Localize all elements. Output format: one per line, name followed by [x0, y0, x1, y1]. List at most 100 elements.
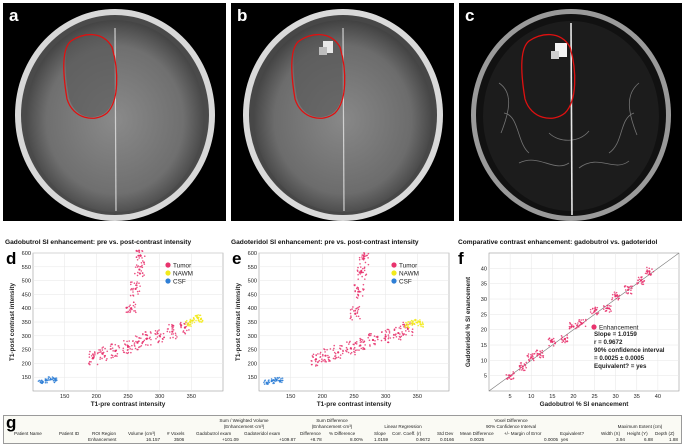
- point-enhancement-5-16: [561, 341, 563, 344]
- point-tumor-12-14: [367, 257, 369, 259]
- point-tumor-6-2: [387, 337, 390, 340]
- data-point-enhancement-2: [530, 356, 533, 359]
- point-tumor-5-18: [374, 342, 376, 345]
- point-tumor-12-20: [363, 251, 365, 254]
- point-enhancement-5-3: [561, 336, 564, 339]
- data-point-tumor-12: [139, 254, 142, 257]
- data-point-csf-3: [54, 378, 57, 382]
- point-tumor-3-13: [346, 341, 348, 343]
- th-voxel-diff-2: 90% Confidence Interval: [485, 424, 537, 429]
- panel-letter-c: c: [465, 6, 475, 25]
- point-tumor-12-8: [358, 256, 361, 259]
- point-nawm-1-1: [193, 321, 196, 324]
- point-tumor-10-0: [133, 282, 136, 284]
- mri-panel-a: a: [3, 3, 226, 221]
- point-tumor-11-12: [141, 275, 144, 278]
- point-tumor-1-4: [98, 349, 100, 351]
- point-tumor-2-12: [342, 350, 344, 353]
- annotation-1: r = 0.9672: [594, 339, 623, 346]
- point-tumor-0-16: [316, 364, 319, 367]
- point-nawm-3-8: [421, 322, 424, 325]
- point-tumor-4-15: [358, 349, 360, 351]
- point-tumor-7-18: [392, 336, 395, 339]
- point-tumor-9-12: [351, 318, 353, 321]
- point-tumor-10-13: [362, 288, 364, 290]
- y-tick-label-0: 5: [484, 374, 487, 380]
- series-enhancement: [505, 266, 655, 381]
- point-tumor-10-19: [136, 290, 139, 293]
- y-tick-label-8: 550: [22, 265, 31, 271]
- data-point-nawm-3: [419, 323, 422, 326]
- point-tumor-0-1: [319, 353, 321, 355]
- point-csf-0-8: [40, 379, 42, 382]
- point-enhancement-4-4: [549, 341, 552, 343]
- point-enhancement-2-5: [527, 353, 530, 355]
- point-enhancement-9-17: [610, 305, 612, 307]
- point-tumor-3-3: [122, 349, 124, 352]
- point-tumor-7-14: [399, 336, 402, 339]
- point-tumor-3-21: [349, 352, 352, 355]
- point-tumor-11-21: [143, 263, 146, 265]
- data-point-csf-1: [270, 379, 273, 383]
- point-tumor-1-21: [103, 356, 106, 358]
- point-csf-0-4: [263, 380, 266, 382]
- annotation-4: Equivalent? = yes: [594, 363, 647, 370]
- point-tumor-3-17: [131, 348, 133, 351]
- point-enhancement-7-11: [578, 320, 580, 322]
- point-enhancement-7-7: [582, 321, 585, 324]
- th-depth: Depth (Z): [655, 431, 675, 436]
- point-nawm-3-4: [201, 319, 204, 322]
- point-enhancement-8-2: [589, 311, 592, 313]
- point-tumor-11-17: [363, 267, 366, 269]
- point-nawm-0-10: [407, 326, 410, 329]
- data-point-enhancement-8: [593, 310, 596, 313]
- point-tumor-2-20: [335, 356, 338, 359]
- point-tumor-11-19: [360, 269, 363, 272]
- td-equivalent: yes: [561, 437, 569, 442]
- point-tumor-7-4: [168, 331, 171, 333]
- point-tumor-8-10: [408, 330, 410, 332]
- point-tumor-5-12: [146, 334, 149, 337]
- point-enhancement-13-13: [648, 272, 651, 275]
- mri-image-c: [471, 9, 671, 221]
- point-nawm-2-6: [415, 319, 417, 321]
- point-tumor-4-9: [362, 348, 364, 351]
- chart-d: 150 200 250 300 350 150 200 250 300 350 400 450 500 5…: [3, 249, 226, 412]
- data-point-enhancement-9: [606, 307, 609, 310]
- point-tumor-2-18: [110, 348, 112, 350]
- point-enhancement-11-17: [626, 285, 629, 288]
- point-tumor-11-18: [141, 272, 144, 274]
- point-enhancement-6-11: [569, 323, 572, 325]
- y-tick-label-7: 40: [481, 266, 487, 272]
- point-tumor-9-17: [129, 311, 131, 314]
- point-tumor-4-12: [133, 342, 136, 344]
- point-tumor-12-9: [362, 255, 365, 258]
- point-tumor-3-20: [354, 341, 357, 344]
- th-width: Width (X): [601, 431, 621, 436]
- point-tumor-11-13: [361, 275, 363, 278]
- td-difference: +8.78: [310, 437, 322, 442]
- point-tumor-11-9: [359, 273, 362, 275]
- point-tumor-5-0: [150, 338, 152, 341]
- point-tumor-1-9: [321, 358, 323, 360]
- point-tumor-10-14: [353, 284, 356, 287]
- y-tick-label-9: 600: [22, 251, 31, 257]
- point-tumor-11-6: [140, 265, 142, 268]
- point-tumor-6-19: [156, 331, 158, 334]
- legend-marker-nawm: [391, 270, 397, 276]
- point-tumor-6-4: [156, 336, 159, 338]
- point-tumor-1-16: [106, 357, 108, 360]
- y-tick-label-4: 25: [481, 312, 487, 318]
- point-tumor-4-13: [363, 348, 366, 350]
- point-tumor-3-19: [131, 344, 133, 347]
- data-point-tumor-5: [371, 338, 375, 342]
- point-enhancement-11-12: [628, 286, 631, 288]
- point-enhancement-7-17: [578, 318, 581, 321]
- point-tumor-10-12: [132, 295, 135, 297]
- point-tumor-9-17: [350, 315, 352, 317]
- point-csf-2-9: [274, 377, 277, 380]
- data-point-nawm-0: [187, 322, 190, 325]
- point-tumor-12-12: [359, 263, 361, 265]
- th-sum-volume-1: Sum / Weighted Volume: [219, 418, 269, 423]
- point-tumor-11-0: [362, 271, 365, 274]
